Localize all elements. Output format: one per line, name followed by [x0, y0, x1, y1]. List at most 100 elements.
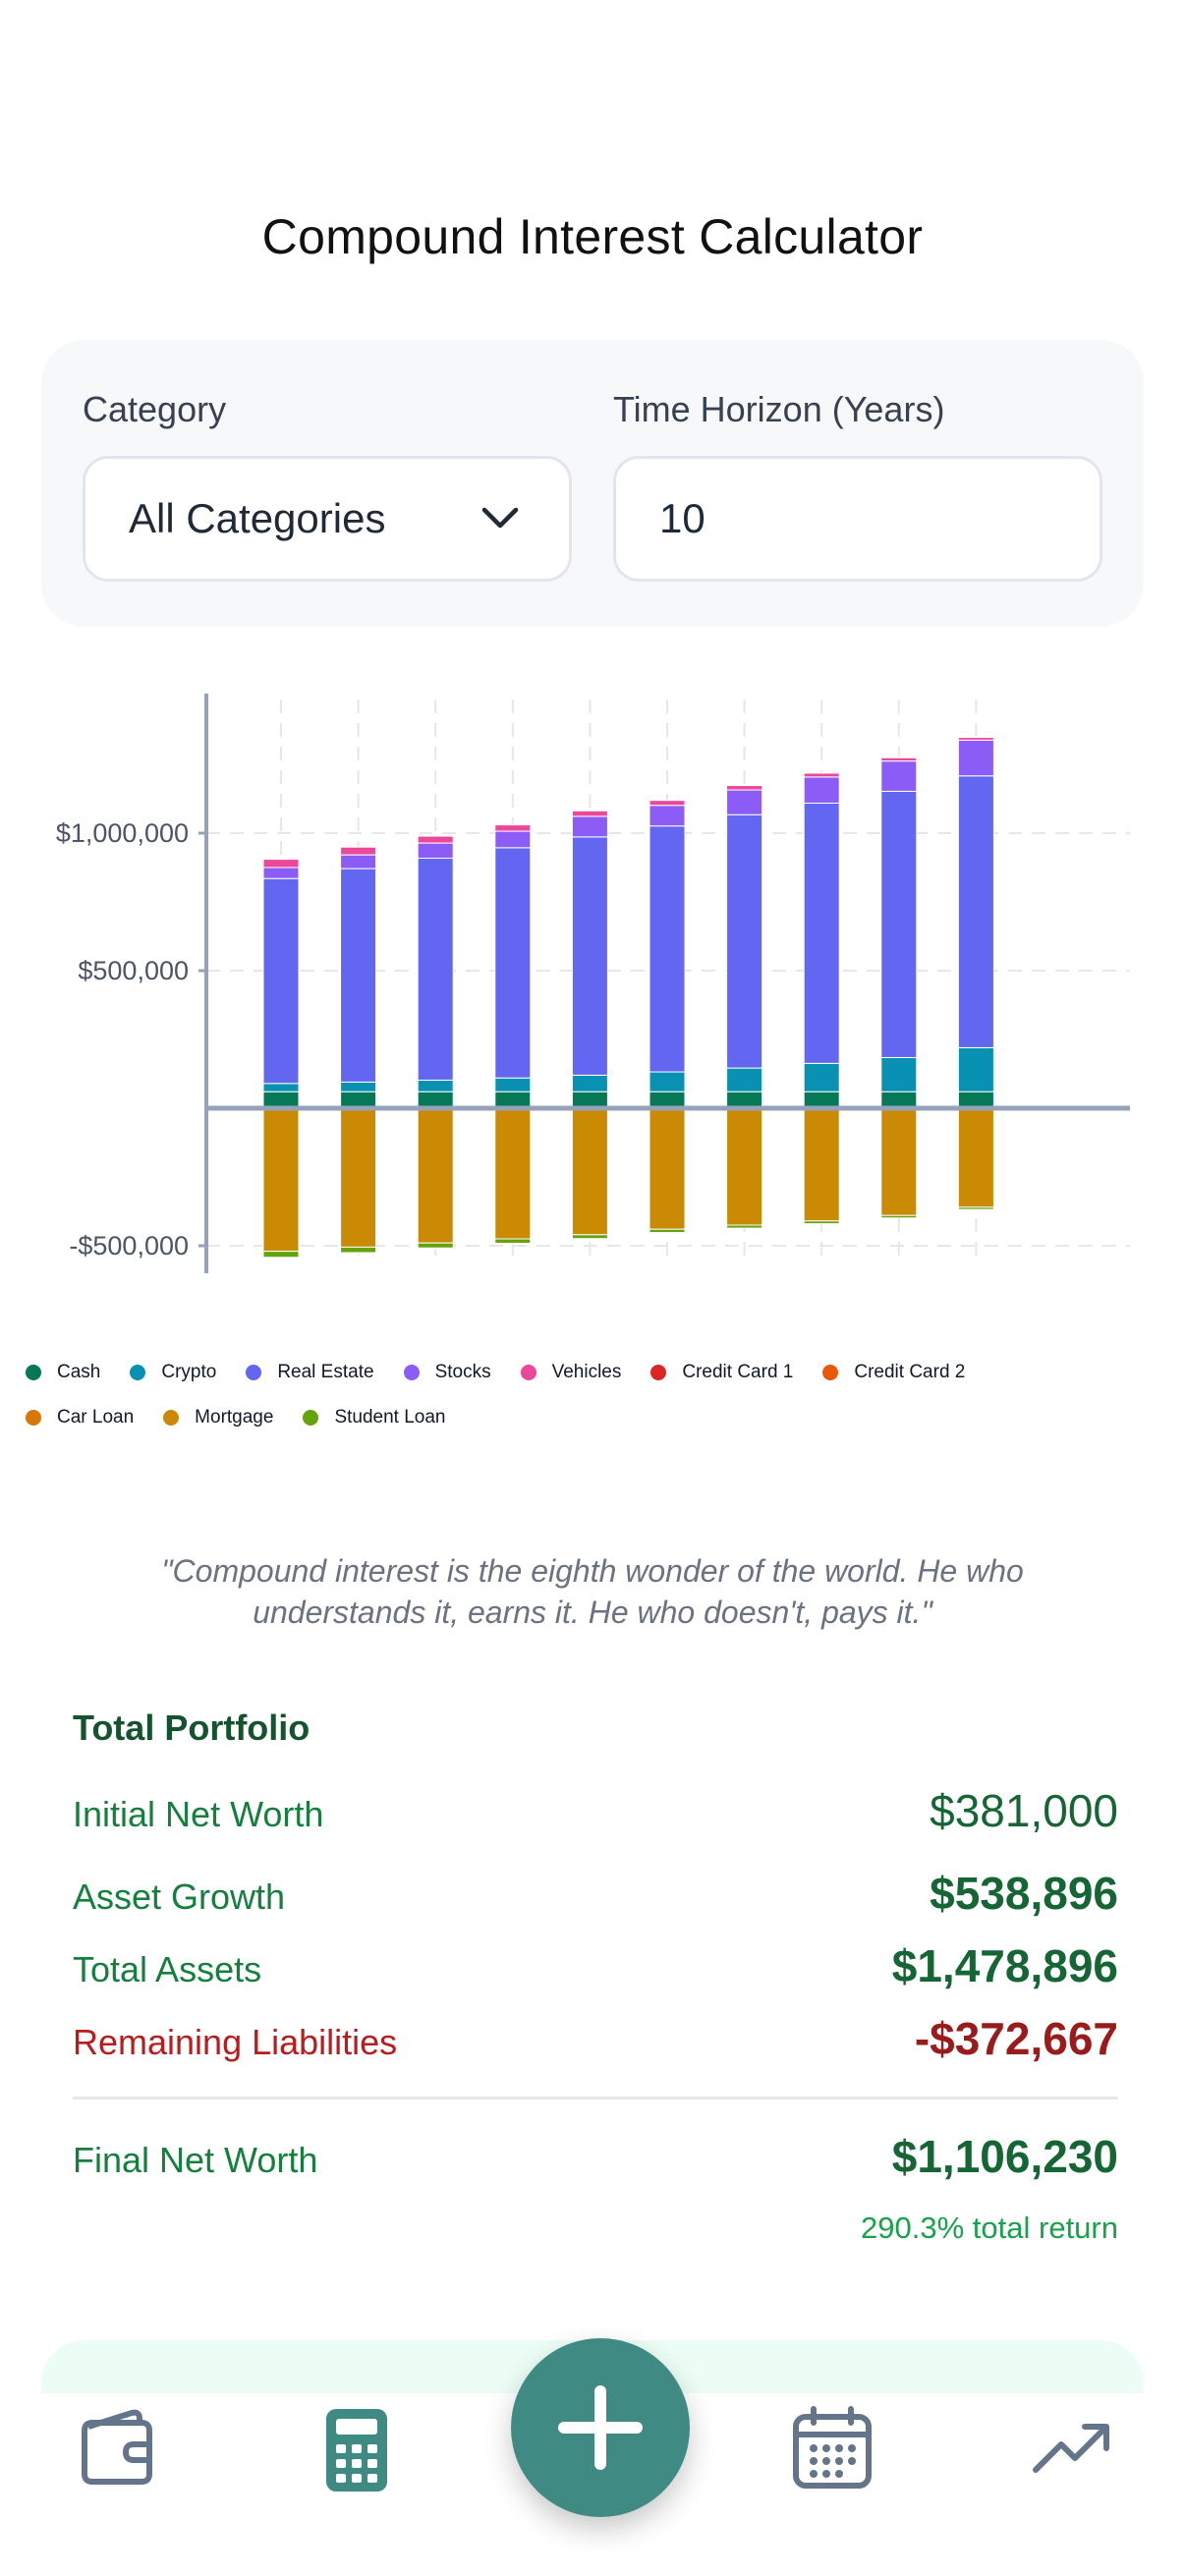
bar-segment — [417, 1107, 454, 1244]
bar-segment — [494, 830, 532, 849]
bar-segment — [340, 1107, 377, 1248]
bar-segment — [803, 1062, 840, 1092]
legend-item: Credit Card 2 — [822, 1362, 965, 1383]
bar-segment — [417, 857, 454, 1081]
bar-segment — [417, 842, 454, 859]
legend-item: Stocks — [403, 1362, 491, 1383]
legend-item: Real Estate — [246, 1362, 374, 1383]
final-net-worth-row: Final Net Worth $1,106,230 — [73, 2130, 1118, 2183]
legend-swatch — [26, 1365, 41, 1380]
bar-segment — [726, 813, 763, 1069]
bar-segment — [494, 1091, 532, 1109]
bar-segment — [340, 1246, 377, 1254]
bar-segment — [417, 1091, 454, 1109]
bar-segment — [571, 810, 608, 817]
controls-card: Category Time Horizon (Years) All Catego… — [41, 340, 1144, 627]
legend-swatch — [822, 1365, 839, 1380]
bar-segment — [340, 854, 377, 869]
bar-segment — [957, 1091, 994, 1109]
bar-segment — [880, 760, 918, 792]
bar-segment — [494, 1107, 532, 1240]
wallet-icon[interactable] — [77, 2405, 161, 2490]
bar-segment — [957, 1206, 994, 1210]
legend-item: Crypto — [130, 1362, 216, 1383]
legend-swatch — [650, 1365, 667, 1380]
bar-segment — [649, 1091, 686, 1109]
y-tick-label: $500,000 — [78, 956, 189, 985]
bar-segment — [262, 867, 300, 879]
chart-legend: Cash Crypto Real Estate Stocks Vehicles Credi… — [26, 1350, 1165, 1440]
legend-swatch — [303, 1410, 319, 1426]
legend-label: Real Estate — [277, 1362, 374, 1382]
bar-segment — [649, 1107, 686, 1230]
legend-label: Credit Card 1 — [682, 1362, 794, 1382]
bar-segment — [340, 868, 377, 1083]
bar-segment — [803, 802, 840, 1064]
bar-segment — [262, 1107, 300, 1253]
legend-item: Credit Card 1 — [650, 1362, 793, 1383]
legend-swatch — [246, 1365, 262, 1380]
y-tick-label: $1,000,000 — [56, 818, 189, 848]
quote-text: "Compound interest is the eighth wonder … — [161, 1553, 1024, 1630]
category-select-value: All Categories — [129, 495, 386, 541]
bar-segment — [880, 1214, 918, 1219]
bar-segment — [571, 815, 608, 838]
legend-label: Mortgage — [195, 1407, 274, 1428]
legend-swatch — [26, 1410, 41, 1426]
bar-segment — [649, 825, 686, 1073]
add-icon — [558, 2385, 643, 2470]
bar-segment — [494, 1077, 532, 1092]
chevron-down-icon — [481, 507, 519, 529]
bar-segment — [417, 835, 454, 844]
time-horizon-label: Time Horizon (Years) — [613, 389, 945, 429]
legend-label: Credit Card 2 — [854, 1362, 966, 1382]
trending-up-icon[interactable] — [1030, 2405, 1114, 2490]
legend-label: Stocks — [434, 1362, 491, 1382]
bar-segment — [649, 1228, 686, 1234]
remaining-liabilities-value: -$372,667 — [914, 2013, 1118, 2064]
bar-segment — [803, 1091, 840, 1109]
bar-segment — [340, 1091, 377, 1109]
total-assets-label: Total Assets — [73, 1949, 262, 1989]
bar-segment — [571, 836, 608, 1076]
bar-segment — [571, 1091, 608, 1109]
legend-row: Car Loan Mortgage Student Loan — [26, 1395, 1165, 1440]
bar-segment — [957, 1046, 994, 1092]
bar-segment — [880, 1091, 918, 1109]
bar-segment — [726, 1107, 763, 1226]
bar-segment — [494, 847, 532, 1079]
y-tick-label: -$500,000 — [69, 1231, 189, 1260]
legend-label: Vehicles — [551, 1362, 622, 1382]
asset-growth-value: $538,896 — [930, 1868, 1118, 1919]
calendar-icon[interactable] — [790, 2405, 875, 2492]
legend-item: Car Loan — [26, 1407, 134, 1428]
bar-segment — [262, 859, 300, 868]
remaining-liabilities-row: Remaining Liabilities -$372,667 — [73, 2012, 1118, 2065]
bar-segment — [262, 1251, 300, 1259]
asset-growth-label: Asset Growth — [73, 1876, 286, 1917]
bar-segment — [726, 1067, 763, 1092]
add-button[interactable] — [511, 2338, 690, 2517]
time-horizon-input[interactable]: 10 — [613, 456, 1102, 582]
bar-segment — [571, 1107, 608, 1236]
calculator-icon[interactable] — [322, 2405, 391, 2495]
bar-segment — [262, 1083, 300, 1092]
remaining-liabilities-label: Remaining Liabilities — [73, 2022, 398, 2062]
initial-net-worth-value: $381,000 — [930, 1785, 1118, 1836]
bar-segment — [726, 785, 763, 791]
asset-growth-row: Asset Growth $538,896 — [73, 1867, 1118, 1920]
bar-segment — [494, 1238, 532, 1244]
bar-segment — [880, 756, 918, 762]
legend-item: Mortgage — [163, 1407, 273, 1428]
bar-segment — [880, 1107, 918, 1216]
bar-segment — [340, 1081, 377, 1092]
legend-label: Student Loan — [334, 1407, 446, 1428]
category-select[interactable]: All Categories — [83, 456, 572, 582]
final-net-worth-label: Final Net Worth — [73, 2140, 318, 2180]
total-assets-value: $1,478,896 — [891, 1940, 1118, 1991]
bar-segment — [880, 790, 918, 1058]
bar-segment — [571, 1234, 608, 1240]
final-net-worth-value: $1,106,230 — [891, 2131, 1118, 2182]
bar-segment — [649, 805, 686, 827]
bar-segment — [803, 1220, 840, 1225]
